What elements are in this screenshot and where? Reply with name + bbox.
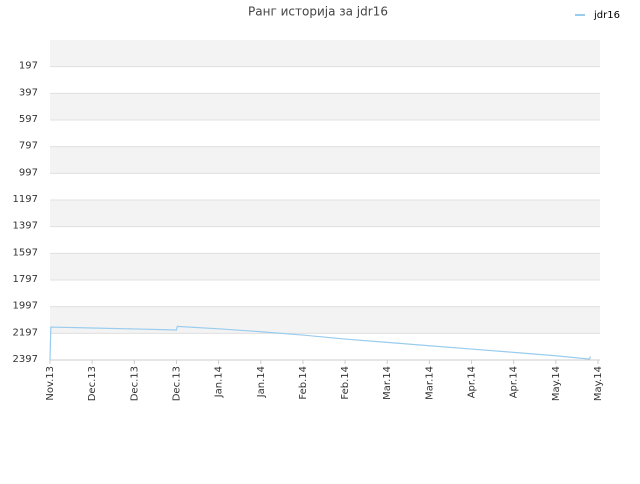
band <box>50 93 600 120</box>
band <box>50 253 600 280</box>
x-tick-label: Jan.14 <box>256 366 267 398</box>
x-tick-label: Mar.14 <box>382 366 393 400</box>
x-tick-label: May.14 <box>551 366 562 401</box>
chart-title: Ранг историја за jdr16 <box>248 5 388 19</box>
y-tick-label: 197 <box>19 61 38 72</box>
y-tick-label: 397 <box>19 87 38 98</box>
y-tick-label: 1797 <box>13 274 38 285</box>
x-tick-label: Apr.14 <box>467 366 478 398</box>
x-tick-label: Nov.13 <box>45 366 56 401</box>
x-tick-label: Feb.14 <box>340 366 351 400</box>
legend-label: jdr16 <box>593 10 620 21</box>
y-tick-label: 997 <box>19 167 38 178</box>
x-tick-label: Jan.14 <box>214 366 225 398</box>
x-tick-label: Apr.14 <box>509 366 520 398</box>
band <box>50 146 600 174</box>
x-tick-label: May.14 <box>593 366 604 401</box>
x-tick-label: Dec.13 <box>129 366 140 401</box>
y-tick-label: 2397 <box>13 354 38 365</box>
band <box>50 40 600 67</box>
y-tick-label: 1997 <box>13 301 38 312</box>
x-tick-label: Dec.13 <box>87 366 98 401</box>
x-tick-label: Feb.14 <box>298 366 309 400</box>
y-tick-label: 1397 <box>13 221 38 232</box>
band <box>50 200 600 227</box>
y-tick-label: 797 <box>19 141 38 152</box>
x-tick-label: Dec.13 <box>171 366 182 401</box>
y-tick-label: 1197 <box>13 194 38 205</box>
y-tick-label: 597 <box>19 114 38 125</box>
series-line <box>49 325 591 361</box>
y-tick-label: 1597 <box>13 247 38 258</box>
y-tick-label: 2197 <box>13 327 38 338</box>
x-tick-label: Mar.14 <box>424 366 435 400</box>
